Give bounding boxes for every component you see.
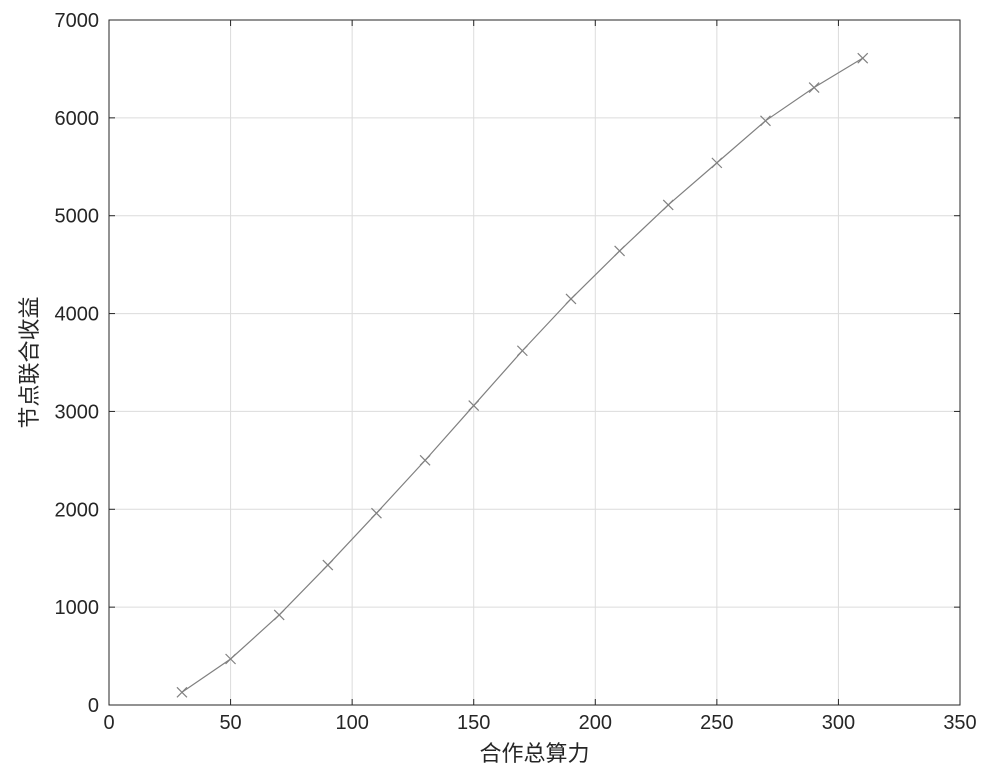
y-tick-label: 1000 <box>55 597 100 619</box>
y-tick-label: 0 <box>88 695 99 717</box>
x-tick-label: 200 <box>579 712 612 734</box>
x-axis-label: 合作总算力 <box>479 741 589 766</box>
y-tick-label: 4000 <box>55 304 100 326</box>
x-tick-label: 50 <box>219 712 241 734</box>
line-chart: 0 50 100 150 200 250 300 350 0 1000 2000 3000 4000 50… <box>0 0 1000 779</box>
x-tick-label: 0 <box>103 712 114 734</box>
x-tick-label: 100 <box>335 712 368 734</box>
chart-container: 0 50 100 150 200 250 300 350 0 1000 2000 3000 4000 50… <box>0 0 1000 779</box>
x-tick-label: 350 <box>943 712 976 734</box>
x-tick-label: 150 <box>457 712 490 734</box>
y-tick-label: 6000 <box>55 108 100 130</box>
y-tick-label: 5000 <box>55 206 100 228</box>
y-tick-label: 7000 <box>55 10 100 32</box>
y-axis-label: 节点联合收益 <box>17 296 42 428</box>
x-tick-label: 250 <box>700 712 733 734</box>
y-tick-label: 3000 <box>55 401 100 423</box>
y-tick-label: 2000 <box>55 499 100 521</box>
x-tick-label: 300 <box>822 712 855 734</box>
